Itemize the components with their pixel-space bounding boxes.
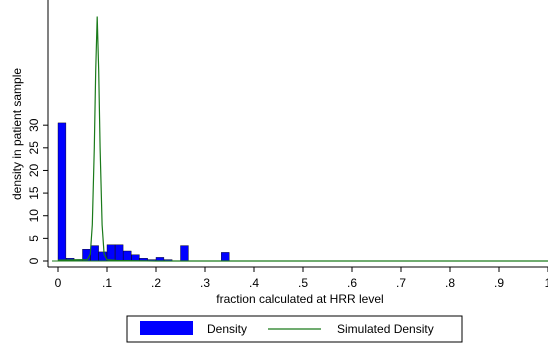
legend-swatch-density (140, 321, 193, 335)
simulated-density-line (57, 16, 548, 262)
density-bar (131, 254, 140, 262)
x-tick-label: .9 (494, 276, 504, 290)
legend: Density Simulated Density (126, 315, 463, 343)
x-tick-label: .7 (396, 276, 406, 290)
y-axis-ticks: 0 5 10 15 20 25 30 (27, 118, 48, 264)
y-tick-label: 10 (27, 209, 41, 223)
density-bar (123, 250, 132, 262)
density-bars (57, 122, 230, 262)
density-bar (106, 244, 116, 262)
y-axis-title: density in patient sample (10, 68, 24, 200)
y-tick-label: 15 (27, 186, 41, 200)
density-bar (221, 252, 230, 262)
density-bar (90, 245, 99, 262)
x-axis-ticks: 0 .1 .2 .3 .4 .5 .6 .7 .8 .9 1 (55, 267, 548, 290)
y-tick-label: 20 (27, 164, 41, 178)
x-tick-label: 0 (55, 276, 62, 290)
legend-label-density: Density (207, 322, 247, 336)
density-bar (180, 245, 189, 262)
legend-label-simulated: Simulated Density (337, 322, 434, 336)
x-tick-label: .3 (200, 276, 210, 290)
y-tick-label: 0 (27, 257, 41, 264)
density-bar (114, 244, 124, 262)
x-tick-label: 1 (545, 276, 548, 290)
density-bar (57, 122, 67, 262)
x-tick-label: .1 (102, 276, 112, 290)
x-tick-label: .4 (249, 276, 259, 290)
x-tick-label: .6 (347, 276, 357, 290)
x-axis-title: fraction calculated at HRR level (216, 292, 383, 306)
x-tick-label: .2 (151, 276, 161, 290)
x-tick-label: .8 (445, 276, 455, 290)
y-tick-label: 25 (27, 141, 41, 155)
y-tick-label: 5 (27, 235, 41, 242)
y-tick-label: 30 (27, 118, 41, 132)
x-tick-label: .5 (298, 276, 308, 290)
